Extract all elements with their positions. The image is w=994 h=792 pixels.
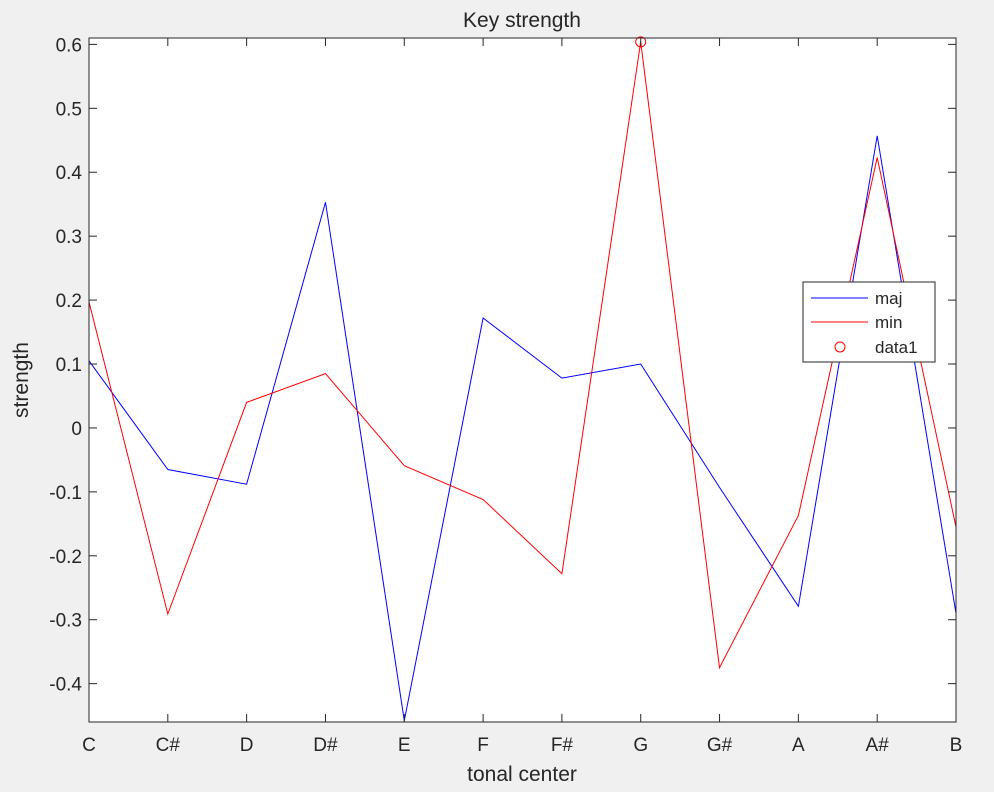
x-tick-label: C bbox=[82, 735, 96, 756]
x-tick-label: A# bbox=[866, 735, 890, 756]
y-tick-label: -0.2 bbox=[49, 547, 82, 568]
y-tick-label: 0.1 bbox=[56, 355, 82, 376]
x-tick-label: C# bbox=[156, 735, 181, 756]
x-axis-label: tonal center bbox=[467, 763, 577, 786]
y-tick-label: 0.5 bbox=[56, 99, 82, 120]
chart-title: Key strength bbox=[463, 9, 581, 32]
x-tick-label: B bbox=[950, 735, 963, 756]
plot-frame bbox=[88, 37, 957, 723]
legend-label-data1: data1 bbox=[875, 338, 918, 357]
x-tick-label: F bbox=[477, 735, 489, 756]
legend-swatch-data1 bbox=[834, 341, 846, 353]
marker-data1 bbox=[635, 36, 647, 48]
y-tick-label: 0.4 bbox=[56, 163, 83, 184]
ticks-layer: -0.4 -0.3 -0.2 -0.1 0 0.1 0.2 0.3 0.4 0.5 0.6 C C# D D… bbox=[49, 35, 962, 756]
y-tick-label: -0.1 bbox=[49, 483, 82, 504]
y-tick-label: 0.2 bbox=[56, 291, 82, 312]
marker-layer bbox=[635, 36, 647, 48]
legend[interactable]: maj min data1 bbox=[802, 281, 936, 363]
y-tick-label: 0.6 bbox=[56, 35, 82, 56]
x-tick-label: D bbox=[240, 735, 254, 756]
series-line-min bbox=[88, 41, 957, 670]
y-tick-label: -0.3 bbox=[49, 611, 82, 632]
x-tick-label: F# bbox=[551, 735, 574, 756]
x-tick-label: E bbox=[398, 735, 411, 756]
series-line-maj bbox=[88, 135, 957, 721]
x-tick-label: G bbox=[633, 735, 648, 756]
x-tick-label: A bbox=[792, 735, 805, 756]
plot-area bbox=[89, 38, 956, 722]
x-tick-label: G# bbox=[707, 735, 733, 756]
series-layer bbox=[88, 41, 957, 721]
y-axis-label: strength bbox=[10, 342, 33, 418]
y-tick-label: 0.3 bbox=[56, 227, 82, 248]
legend-label-maj: maj bbox=[875, 289, 902, 308]
y-tick-label: -0.4 bbox=[49, 675, 82, 696]
legend-label-min: min bbox=[875, 313, 902, 332]
x-tick-label: D# bbox=[313, 735, 338, 756]
y-tick-label: 0 bbox=[71, 419, 82, 440]
